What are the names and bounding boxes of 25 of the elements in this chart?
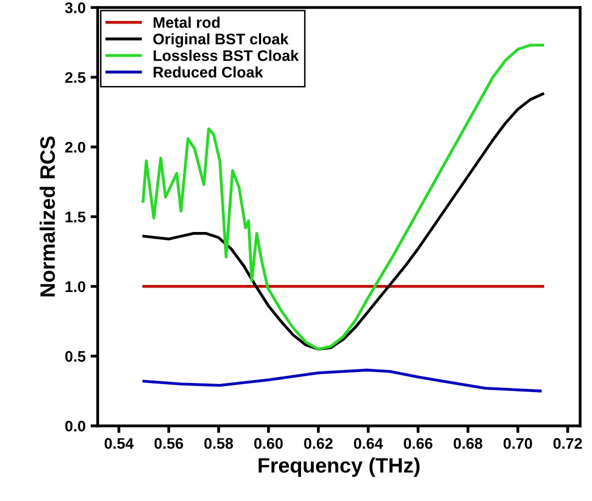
line-series [142,368,542,392]
y-tick-label: 3.0 [64,2,86,14]
x-tick-label: 0.62 [304,438,333,449]
y-tick-label: 2.5 [65,72,86,83]
legend-label: Original BST cloak [153,33,289,48]
legend-label: Reduced Cloak [154,66,264,78]
x-tick-label: 0.68 [454,438,482,449]
x-tick-label: 0.54 [104,438,134,449]
x-axis-title: Frequency (THz) [258,457,420,477]
x-tick-label: 0.64 [354,438,384,449]
x-tick-label: 0.60 [254,438,283,449]
x-tick-label: 0.56 [154,438,184,449]
x-tick-label: 0.66 [404,438,432,449]
y-tick-label: 0.5 [65,350,86,362]
x-tick-label: 0.58 [204,438,234,449]
x-tick-label: 0.70 [504,438,532,449]
y-axis-title: Normalized RCS [40,136,55,296]
y-tick-label: 0.0 [65,420,86,432]
legend-label: Lossless BST Cloak [154,50,299,62]
y-tick-label: 1.5 [66,212,86,222]
y-tick-label: 1.0 [66,281,86,292]
line-series [142,92,544,351]
y-tick-label: 2.0 [65,142,86,153]
x-tick-label: 0.72 [553,438,582,449]
legend-label: Metal rod [154,16,220,28]
